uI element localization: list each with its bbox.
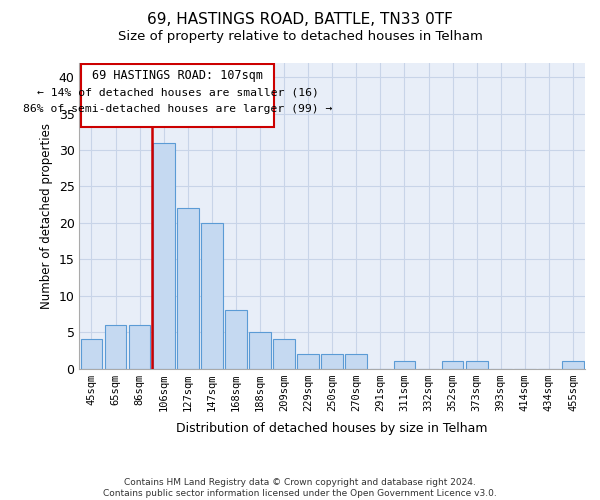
Bar (225, 310, 247, 368)
Bar (298, 354, 319, 368)
Bar (346, 354, 367, 368)
Bar (105, 325, 127, 368)
Bar (562, 361, 584, 368)
Bar (249, 332, 271, 368)
Text: 69 HASTINGS ROAD: 107sqm: 69 HASTINGS ROAD: 107sqm (92, 69, 263, 82)
Bar (80, 340, 103, 368)
Text: 69, HASTINGS ROAD, BATTLE, TN33 0TF: 69, HASTINGS ROAD, BATTLE, TN33 0TF (147, 12, 453, 28)
Bar (177, 208, 199, 368)
Text: ← 14% of detached houses are smaller (16): ← 14% of detached houses are smaller (16… (37, 88, 319, 98)
Bar (153, 142, 175, 368)
Bar (129, 325, 151, 368)
Bar (201, 223, 223, 368)
Bar (394, 361, 415, 368)
Text: 86% of semi-detached houses are larger (99) →: 86% of semi-detached houses are larger (… (23, 104, 332, 114)
Text: Size of property relative to detached houses in Telham: Size of property relative to detached ho… (118, 30, 482, 43)
Bar (442, 361, 463, 368)
Y-axis label: Number of detached properties: Number of detached properties (40, 122, 53, 308)
Bar (273, 340, 295, 368)
FancyBboxPatch shape (80, 64, 274, 126)
Bar (322, 354, 343, 368)
Text: Contains HM Land Registry data © Crown copyright and database right 2024.
Contai: Contains HM Land Registry data © Crown c… (103, 478, 497, 498)
X-axis label: Distribution of detached houses by size in Telham: Distribution of detached houses by size … (176, 422, 488, 435)
Bar (466, 361, 488, 368)
